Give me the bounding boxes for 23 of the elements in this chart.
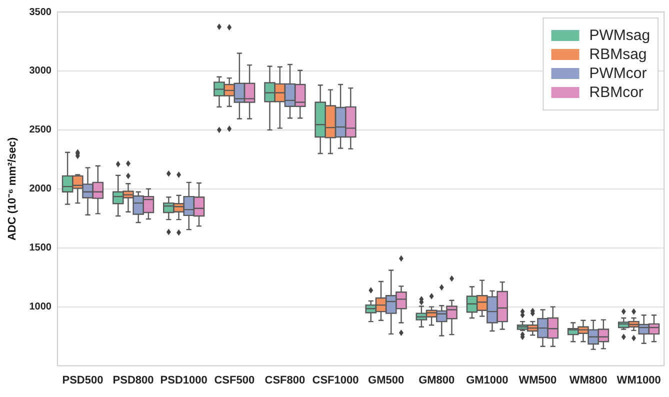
y-axis-title: ADC (10⁻⁶ mm²/sec) <box>6 136 19 241</box>
y-tick-label: 3500 <box>29 6 52 18</box>
x-tick-label: PSD1000 <box>160 374 208 386</box>
x-tick-label: WM1000 <box>616 374 661 386</box>
y-tick-label: 3000 <box>29 66 52 77</box>
x-tick-label: GM800 <box>418 374 455 386</box>
x-tick-label: WM500 <box>518 374 557 386</box>
x-tick-label: WM800 <box>569 374 608 386</box>
x-tick-label: PSD500 <box>62 374 104 386</box>
y-tick-label: 1000 <box>29 302 52 313</box>
x-tick-label: GM500 <box>368 374 404 386</box>
x-tick-label: CSF500 <box>214 374 255 386</box>
x-tick-label: PSD800 <box>112 374 154 386</box>
y-tick-label: 2000 <box>29 184 52 195</box>
legend-label: RBMcor <box>589 84 644 102</box>
y-tick-label: 1500 <box>29 242 52 254</box>
legend-label: PWMcor <box>589 65 647 82</box>
x-tick-label: CSF800 <box>264 374 306 386</box>
x-tick-label: GM1000 <box>466 374 508 386</box>
y-tick-label: 2500 <box>29 124 52 136</box>
x-tick-label: CSF1000 <box>312 374 359 386</box>
legend-label: PWMsag <box>589 27 650 44</box>
legend-label: RBMsag <box>589 46 647 64</box>
